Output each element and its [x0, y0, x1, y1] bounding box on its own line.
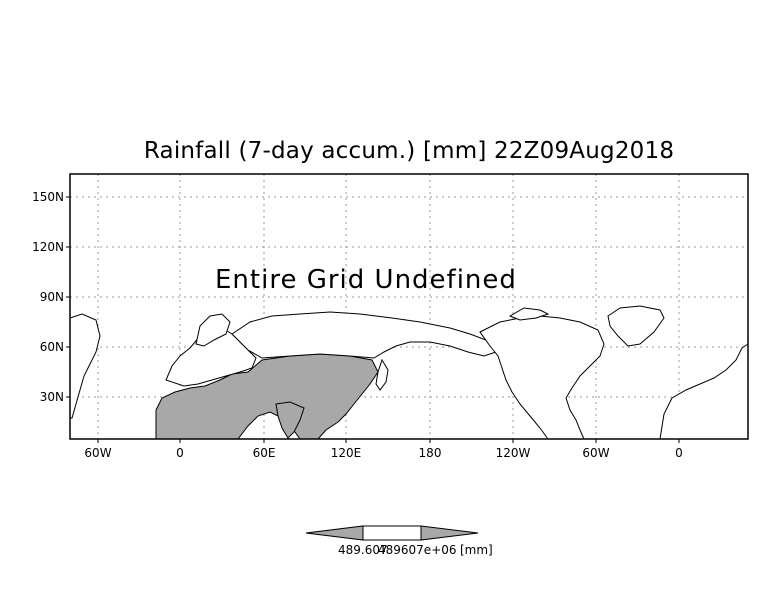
y-tick-label: 120N — [32, 240, 64, 254]
land-japan — [375, 358, 389, 391]
x-tick-label: 120E — [331, 446, 362, 460]
colorbar-middle-box — [362, 525, 422, 541]
plot-frame — [69, 173, 749, 440]
land-siberia — [231, 311, 497, 359]
map-title: Rainfall (7-day accum.) [mm] 22Z09Aug201… — [143, 138, 675, 164]
x-tick-label: 180 — [419, 446, 442, 460]
y-tick-label: 90N — [40, 290, 64, 304]
x-tick-label: 0 — [176, 446, 184, 460]
x-tick-label: 60W — [84, 446, 111, 460]
colorbar: 489.607 489607e+06 [mm] — [305, 525, 493, 557]
colorbar-min-label: 489.607 — [338, 543, 388, 557]
x-tick-label: 120W — [496, 446, 531, 460]
x-tick-label: 60W — [582, 446, 609, 460]
land-scandinavia — [195, 313, 231, 347]
colorbar-unit-label: [mm] — [460, 543, 493, 557]
land-greenland — [607, 305, 665, 347]
colorbar-max-label: 489607e+06 — [378, 543, 457, 557]
x-tick-marks — [97, 439, 680, 443]
land-masses — [69, 305, 749, 440]
x-tick-label: 60E — [253, 446, 276, 460]
colorbar-left-arrow — [305, 525, 364, 541]
y-tick-marks — [66, 196, 70, 398]
land-arctic-islands — [508, 307, 550, 321]
y-tick-label: 60N — [40, 340, 64, 354]
undefined-grid-message: Entire Grid Undefined — [215, 265, 517, 295]
y-tick-label: 150N — [32, 190, 64, 204]
y-tick-label: 30N — [40, 390, 64, 404]
land-india — [275, 401, 305, 439]
land-north-america — [479, 315, 605, 440]
gridlines — [70, 174, 748, 439]
x-tick-label: 0 — [675, 446, 683, 460]
land-west-edge — [69, 313, 101, 419]
colorbar-right-arrow — [420, 525, 479, 541]
